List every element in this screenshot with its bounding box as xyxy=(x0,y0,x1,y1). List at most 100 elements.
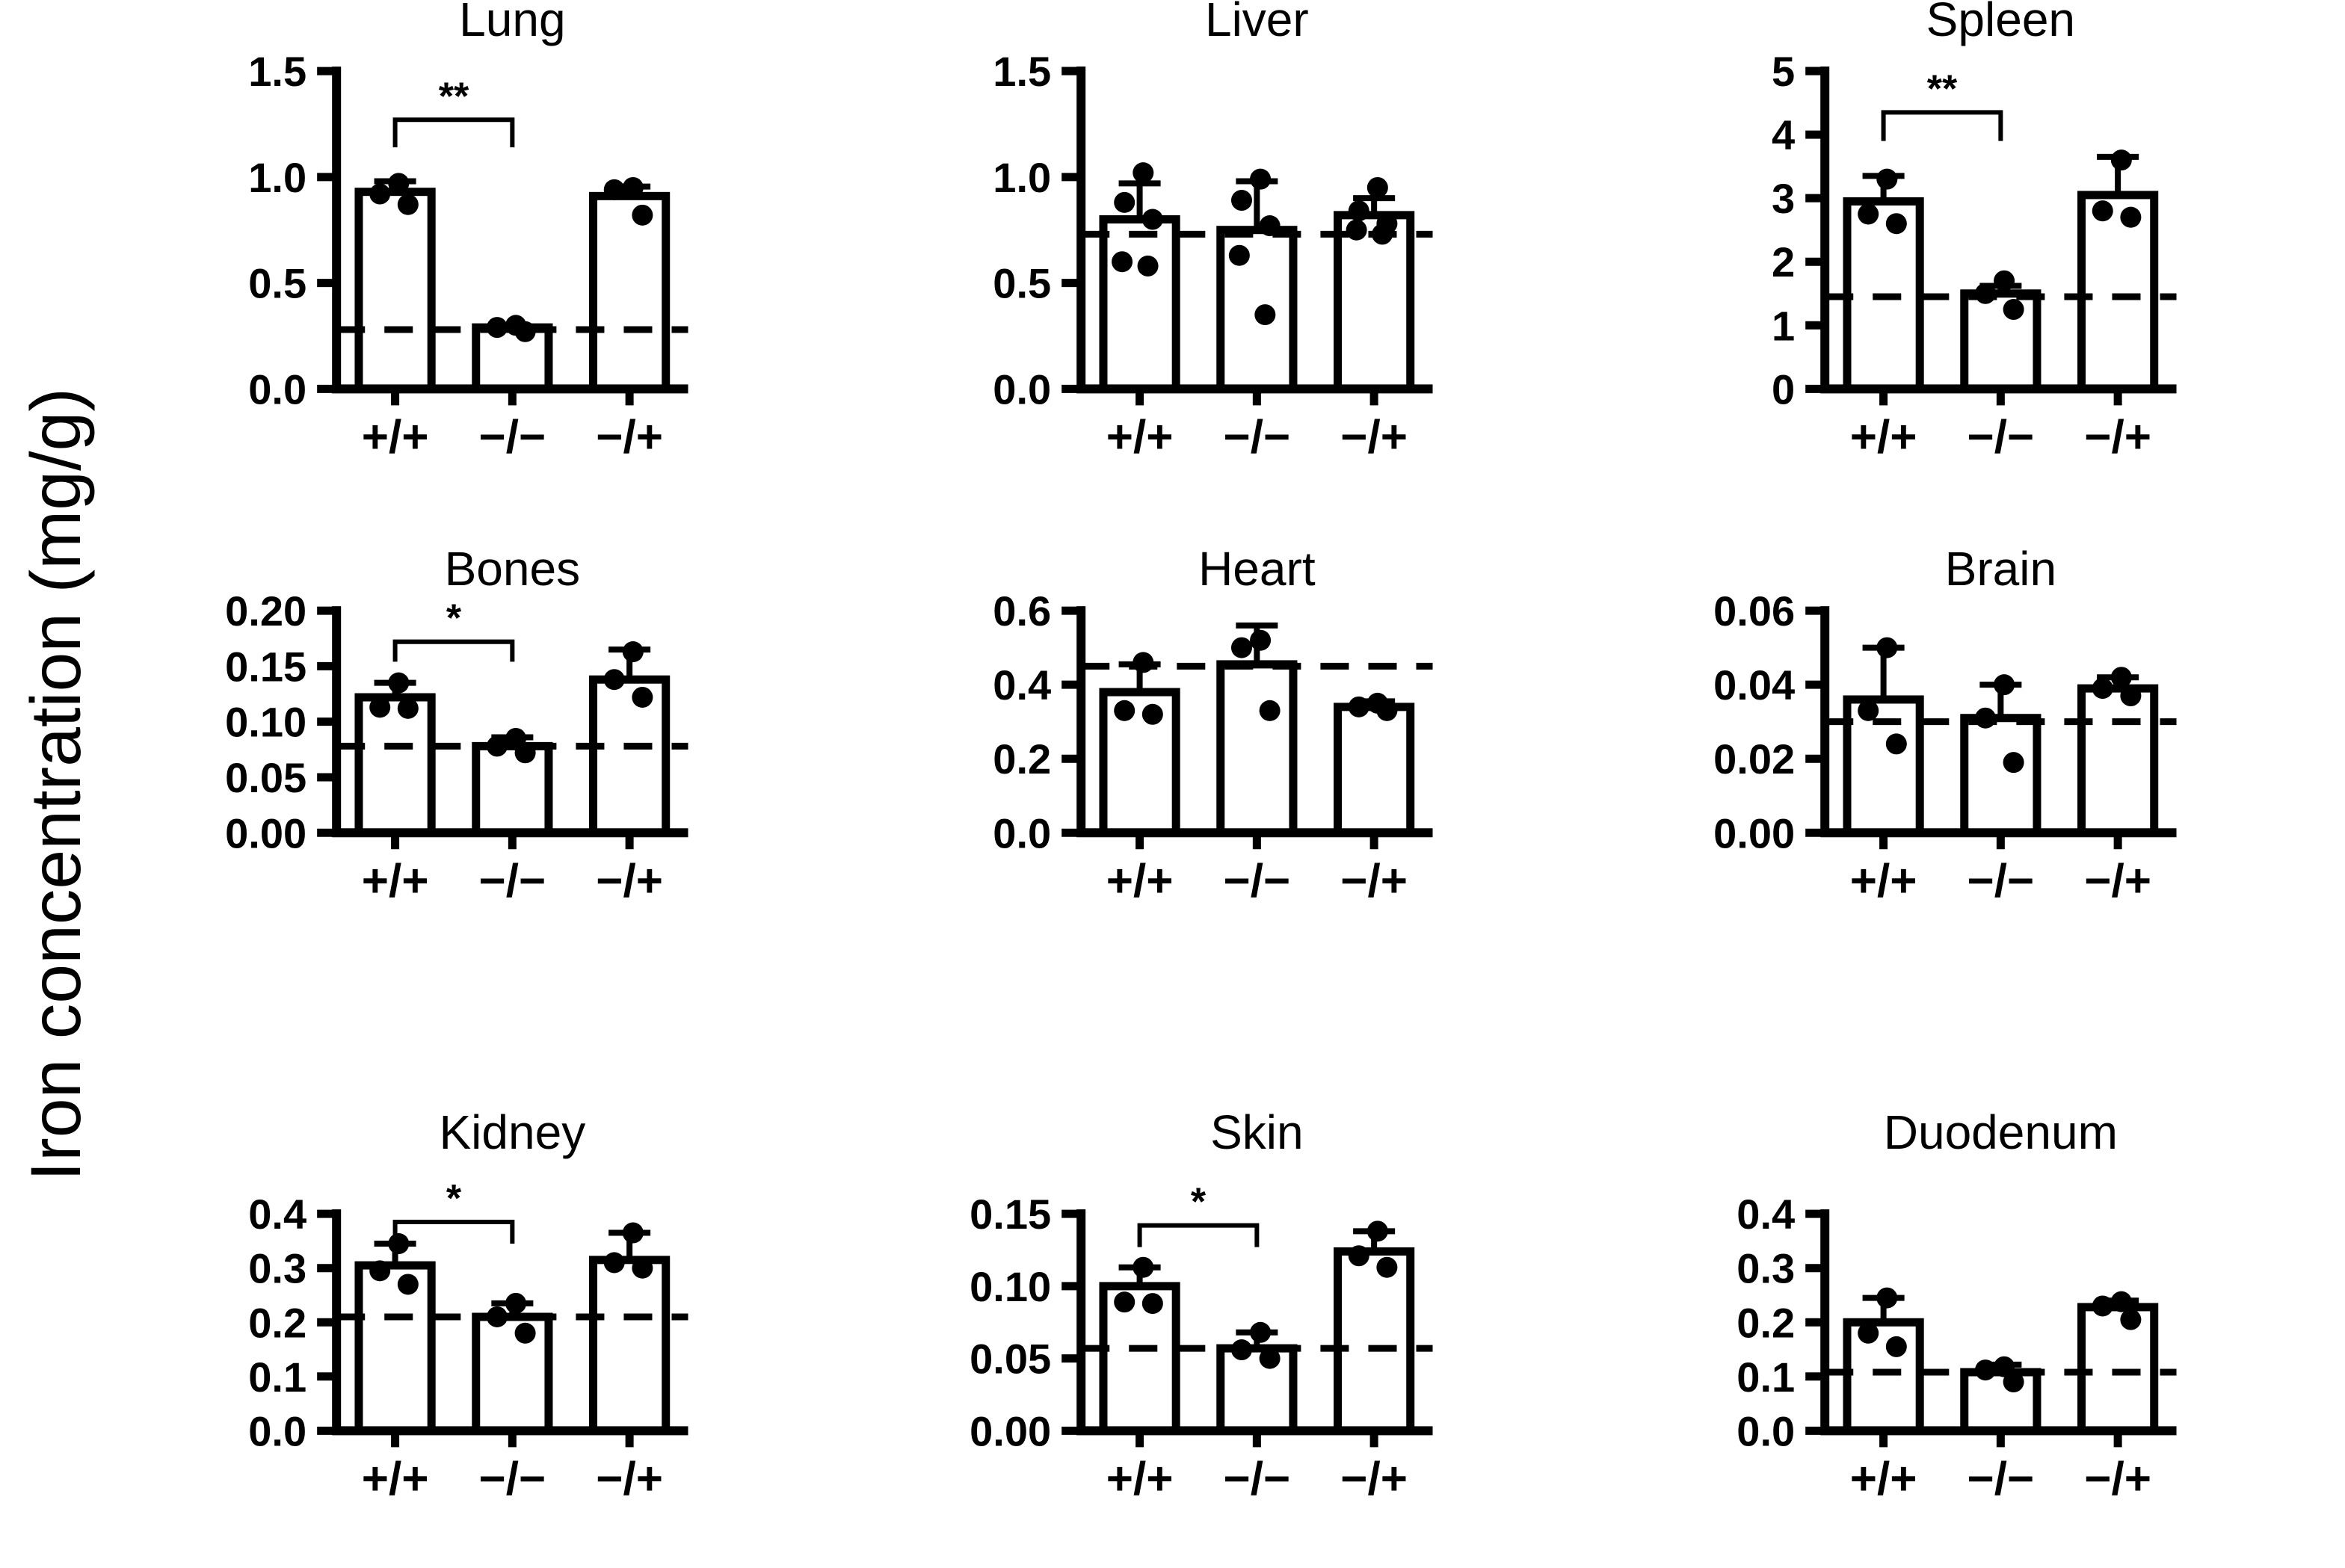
bar xyxy=(589,676,671,838)
data-point xyxy=(2111,149,2133,171)
data-point xyxy=(2003,1371,2024,1392)
data-point xyxy=(1876,638,1898,659)
panel-title: Heart xyxy=(1198,543,1316,596)
significance-bracket xyxy=(1881,110,2003,141)
data-point xyxy=(486,317,508,339)
data-point xyxy=(1113,191,1135,213)
data-point xyxy=(2003,299,2024,321)
data-point xyxy=(486,1306,508,1327)
bar xyxy=(589,1256,671,1435)
data-point xyxy=(1259,700,1281,722)
x-category-label: +/+ xyxy=(1850,856,1917,907)
data-point xyxy=(369,697,391,718)
y-tick-label: 0.00 xyxy=(970,1407,1051,1454)
x-category-label: −/− xyxy=(479,1453,546,1504)
y-tick-label: 0.3 xyxy=(248,1245,306,1292)
data-point xyxy=(1886,1336,1908,1357)
data-point xyxy=(603,179,625,200)
data-point xyxy=(2092,200,2114,222)
bar xyxy=(1099,688,1180,838)
data-point xyxy=(1348,697,1369,718)
panel-title: Spleen xyxy=(1926,0,2075,46)
panel-title: Duodenum xyxy=(1884,1105,2118,1159)
x-category-label: −/+ xyxy=(1340,411,1408,463)
y-axis-label-cell: Iron concentration (mg/g) xyxy=(0,0,112,1568)
data-point xyxy=(514,1322,536,1344)
panel-title: Bones xyxy=(445,543,581,596)
y-tick-label: 0.4 xyxy=(248,1191,306,1238)
data-point xyxy=(1137,255,1159,277)
panel-title: Skin xyxy=(1210,1105,1304,1159)
data-point xyxy=(1886,213,1908,235)
data-point xyxy=(1348,1245,1369,1267)
data-point xyxy=(1858,203,1879,225)
y-tick-label: 0.05 xyxy=(225,754,306,801)
significance-bracket xyxy=(392,1219,515,1244)
axes xyxy=(1820,606,2177,838)
bar xyxy=(1099,1282,1180,1435)
data-point xyxy=(1994,1356,2015,1377)
data-point xyxy=(1230,638,1252,659)
panel-title: Lung xyxy=(459,0,565,46)
y-tick-label: 0.2 xyxy=(993,736,1051,783)
y-tick-label: 1.0 xyxy=(248,154,306,201)
y-tick-label: 0.5 xyxy=(248,260,306,307)
significance-label: * xyxy=(1191,1181,1207,1224)
data-point xyxy=(1376,1256,1398,1278)
y-tick-label: 0.2 xyxy=(248,1299,306,1346)
x-category-label: −/+ xyxy=(1340,1453,1408,1504)
panel-title: Liver xyxy=(1205,0,1309,46)
bar xyxy=(354,188,436,393)
x-category-label: −/+ xyxy=(596,411,663,463)
x-category-label: −/+ xyxy=(596,856,663,907)
data-point xyxy=(1228,244,1250,266)
data-point xyxy=(1132,162,1153,184)
data-point xyxy=(397,194,419,215)
data-point xyxy=(2120,685,2142,707)
panel-duodenum: Duodenum 0.0 0.1 0.2 0.3 0.4 +/+ −/− −/+ xyxy=(1737,1105,2177,1504)
y-tick-label: 2 xyxy=(1772,238,1795,285)
data-point xyxy=(505,1292,527,1314)
y-tick-label: 4 xyxy=(1772,111,1795,158)
panel-bones: Bones 0.00 0.05 0.10 0.15 0.20 +/+ −/− −/+ * xyxy=(225,543,688,907)
data-point xyxy=(603,1252,625,1274)
panel-skin: Skin 0.00 0.05 0.10 0.15 +/+ −/− −/+ * xyxy=(970,1105,1433,1504)
y-tick-label: 0.0 xyxy=(993,810,1051,857)
y-tick-label: 0.05 xyxy=(970,1336,1051,1383)
x-category-label: +/+ xyxy=(1106,1453,1173,1504)
x-category-label: +/+ xyxy=(362,1453,429,1504)
data-point xyxy=(369,1260,391,1282)
data-point xyxy=(1141,209,1163,230)
significance-label: ** xyxy=(439,75,469,118)
data-point xyxy=(1249,630,1271,652)
panel-kidney: Kidney 0.0 0.1 0.2 0.3 0.4 +/+ −/− −/+ * xyxy=(248,1105,688,1504)
axes xyxy=(1820,1209,2177,1436)
data-point xyxy=(1348,200,1369,222)
y-tick-label: 1.0 xyxy=(993,154,1051,201)
bar xyxy=(1843,1318,1925,1435)
significance-label: * xyxy=(446,1177,462,1220)
data-point xyxy=(2111,1291,2133,1312)
y-tick-label: 0.5 xyxy=(993,260,1051,307)
data-point xyxy=(486,735,508,757)
y-tick-label: 0.10 xyxy=(970,1263,1051,1310)
significance-bracket xyxy=(392,117,515,148)
panel-title: Brain xyxy=(1945,543,2056,596)
y-tick-label: 0.04 xyxy=(1713,662,1795,709)
y-tick-label: 0.15 xyxy=(225,643,306,691)
bar xyxy=(1215,1344,1298,1435)
data-point xyxy=(1132,1256,1153,1278)
x-category-label: +/+ xyxy=(1850,411,1917,463)
bar xyxy=(472,742,553,838)
data-point xyxy=(1141,704,1163,726)
panel-spleen: Spleen 0 1 2 3 4 5 +/+ −/− −/+ ** xyxy=(1772,0,2177,463)
x-category-label: +/+ xyxy=(362,411,429,463)
data-point xyxy=(1111,251,1133,273)
panel-heart: Heart 0.0 0.2 0.4 0.6 +/+ −/− −/+ xyxy=(993,543,1433,907)
panel-lung: Lung 0.0 0.5 1.0 1.5 +/+ −/− −/+ ** xyxy=(248,0,688,463)
data-point xyxy=(397,1274,419,1295)
data-point xyxy=(632,204,653,226)
y-tick-label: 0.2 xyxy=(1737,1299,1796,1346)
data-point xyxy=(1249,168,1271,190)
